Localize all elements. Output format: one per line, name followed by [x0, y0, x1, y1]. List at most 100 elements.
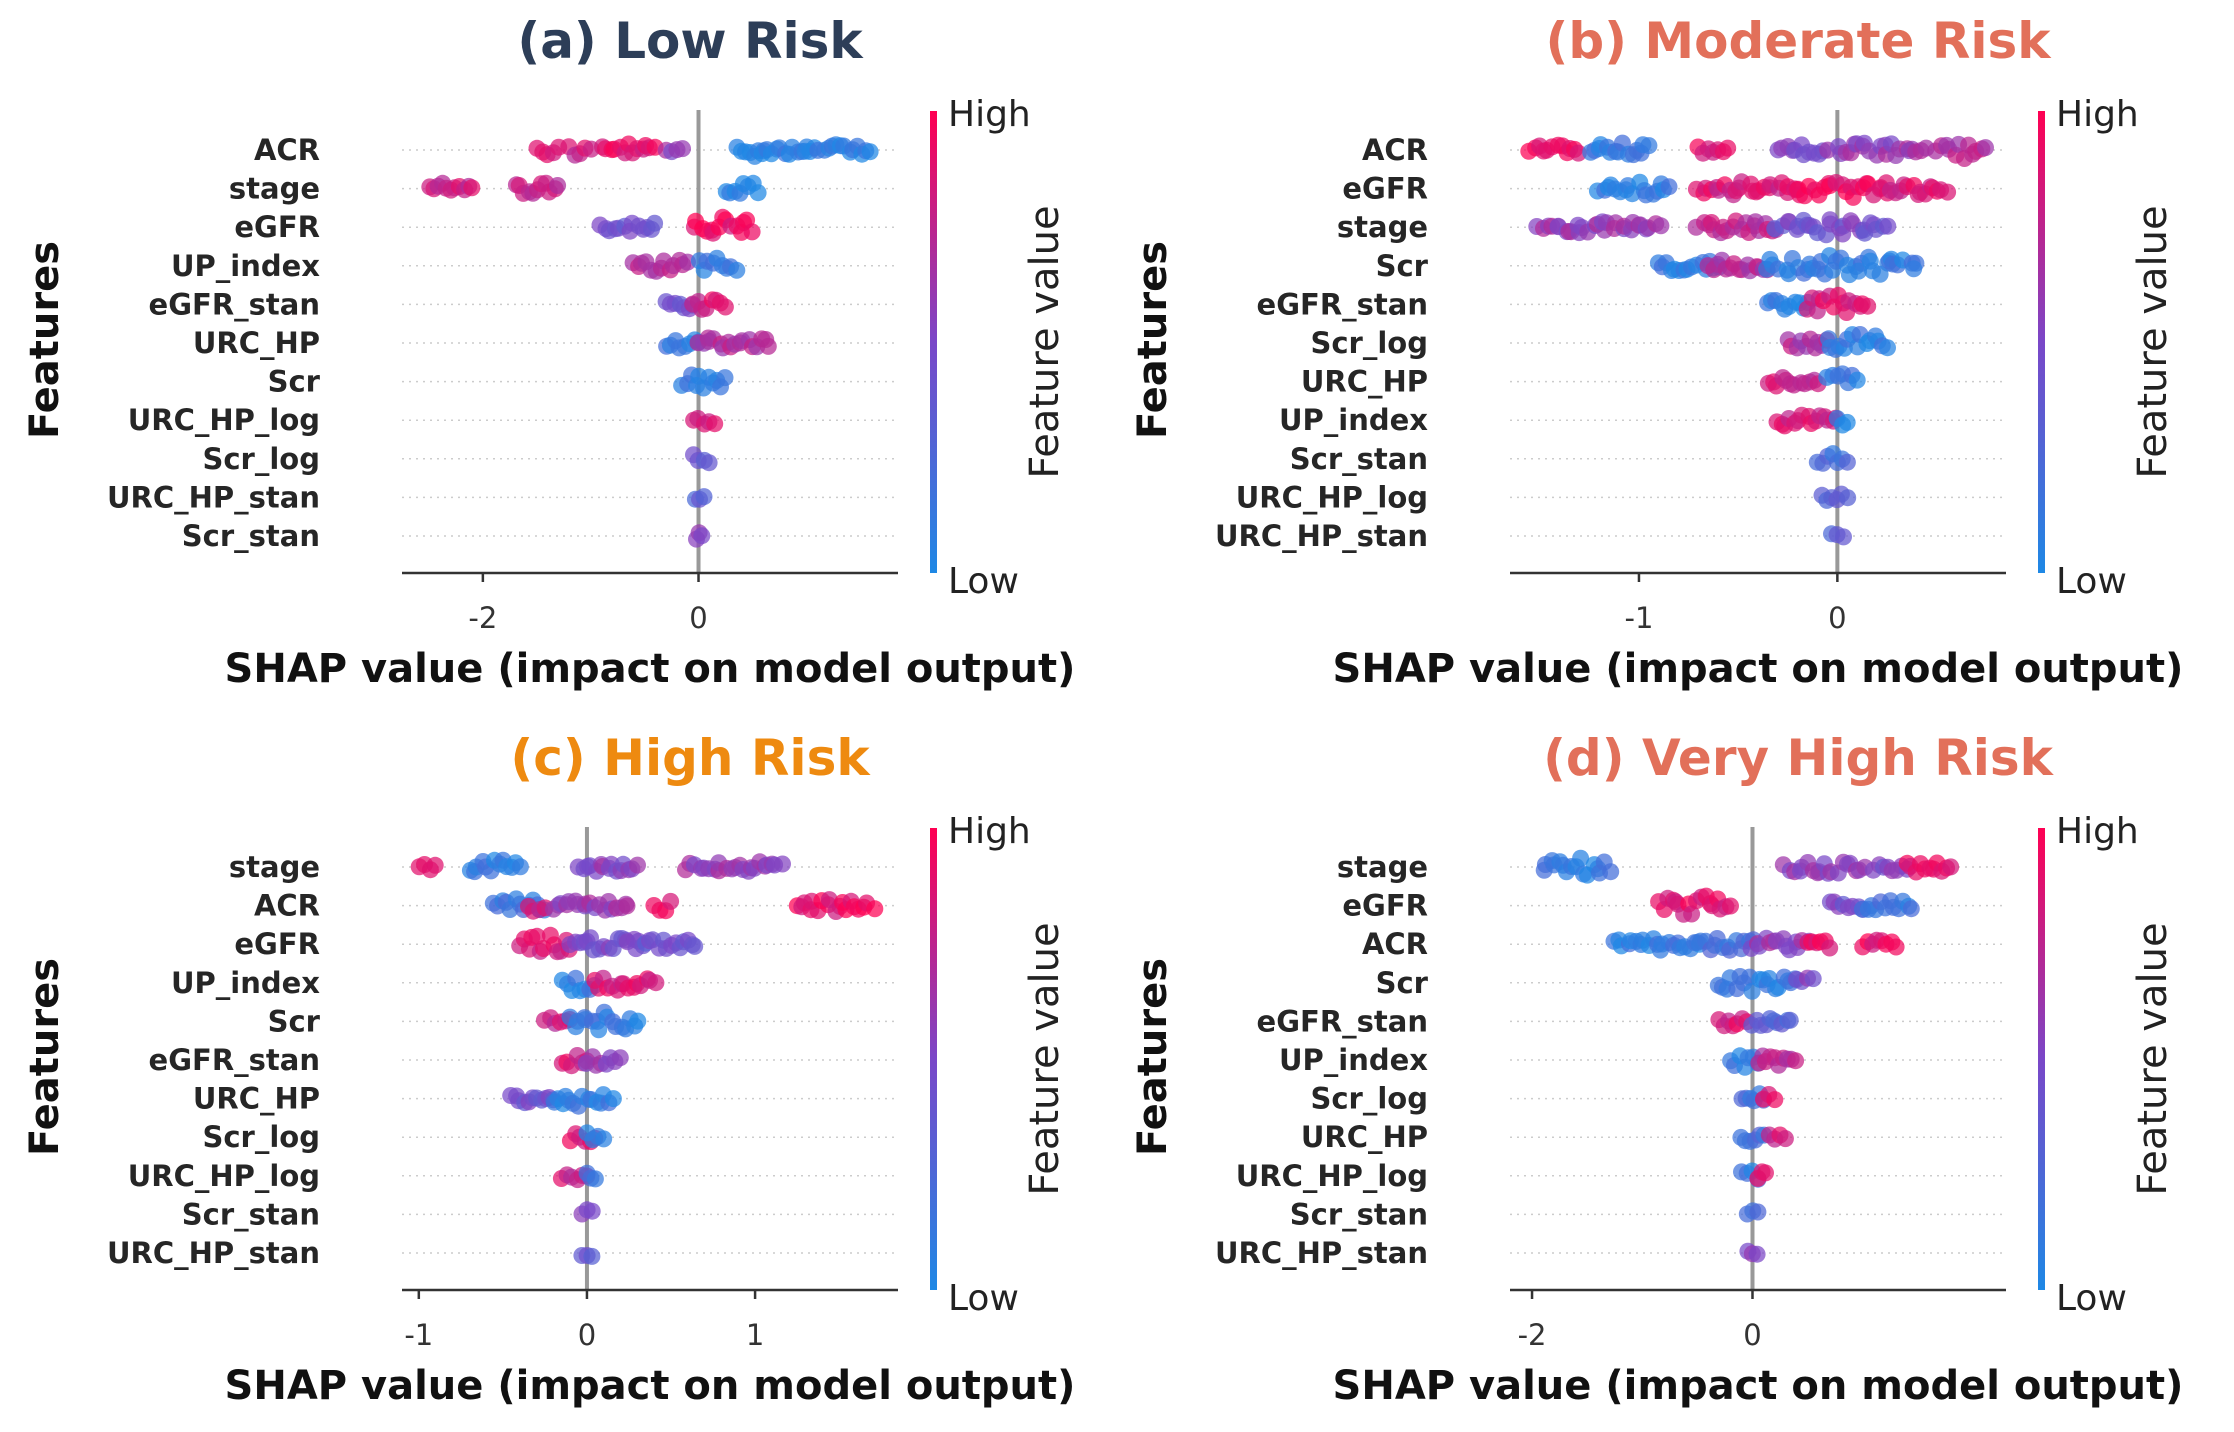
colorbar-high-label: High	[2056, 811, 2139, 852]
feature-label: URC_HP_log	[128, 1159, 320, 1193]
x-tick-label: 0	[578, 1318, 596, 1352]
colorbar-low-label: Low	[948, 561, 1019, 602]
feature-label: URC_HP	[1301, 365, 1428, 399]
shap-dot	[583, 1247, 601, 1265]
shap-dot	[1640, 137, 1658, 155]
shap-dot	[511, 858, 529, 876]
shap-dot	[1602, 863, 1620, 881]
shap-dot	[463, 179, 481, 197]
shap-dot	[586, 1170, 604, 1188]
y-axis-title: Features	[22, 241, 68, 439]
feature-label: URC_HP	[193, 1082, 320, 1116]
shap-dot	[1652, 217, 1670, 235]
shap-dot	[1757, 1164, 1774, 1182]
shap-dot	[1683, 905, 1701, 923]
shap-dot	[1977, 139, 1994, 157]
shap-dot	[1572, 849, 1590, 867]
shap-dot	[629, 856, 646, 874]
feature-label: eGFR	[1342, 172, 1428, 206]
shap-dot	[1942, 858, 1960, 876]
shap-dot	[1748, 1245, 1766, 1263]
colorbar-title: Feature value	[1022, 922, 1068, 1195]
x-tick-label: -1	[404, 1318, 433, 1352]
feature-label: Scr	[268, 365, 321, 399]
feature-label: eGFR	[234, 210, 320, 244]
colorbar-title: Feature value	[1022, 205, 1068, 478]
colorbar-high-label: High	[948, 811, 1031, 852]
colorbar-title: Feature value	[2130, 205, 2176, 478]
dots-layer	[410, 851, 884, 1265]
feature-label: Scr_log	[1310, 326, 1428, 360]
shap-dot	[629, 1012, 647, 1030]
x-axis-title: SHAP value (impact on model output)	[1333, 646, 2184, 692]
panel-title: (d) Very High Risk	[1543, 729, 2055, 787]
shap-dot	[774, 855, 791, 873]
shap-dot	[749, 184, 767, 202]
shap-dot	[1569, 144, 1587, 162]
feature-label: eGFR_stan	[149, 1043, 320, 1077]
panel-title: (b) Moderate Risk	[1546, 12, 2053, 70]
shap-dot	[695, 488, 713, 506]
shap-dot	[646, 214, 664, 232]
shap-dot	[1749, 1203, 1767, 1221]
feature-label: URC_HP	[193, 326, 320, 360]
shap-dot	[674, 140, 691, 158]
shap-dot	[1766, 1091, 1784, 1109]
x-tick-label: -2	[1518, 1318, 1547, 1352]
shap-dot	[861, 143, 879, 161]
shap-dot	[728, 261, 746, 279]
colorbar-high-label: High	[948, 94, 1031, 135]
feature-label: eGFR	[1342, 889, 1428, 923]
feature-label: URC_HP_stan	[1215, 1236, 1428, 1270]
shap-dot	[1839, 489, 1857, 507]
x-tick-label: 0	[1828, 601, 1846, 635]
shap-dot	[1719, 139, 1737, 157]
feature-label: eGFR_stan	[1257, 1004, 1428, 1038]
x-tick-label: -2	[468, 601, 497, 635]
panel-3: (c) High Risk Features stage ACR eGFR UP_inde…	[22, 729, 1075, 1409]
feature-label: UP_index	[171, 249, 320, 283]
dots-layer	[1520, 134, 1994, 546]
panel-4: (d) Very High Risk Features stage eGFR ACR Sc…	[1130, 729, 2183, 1409]
shap-dot	[647, 974, 665, 992]
shap-dot	[583, 1202, 601, 1220]
feature-label: Scr	[1376, 966, 1429, 1000]
feature-label: ACR	[1362, 133, 1428, 167]
dots-layer	[1535, 849, 1960, 1263]
colorbar	[2038, 111, 2045, 573]
shap-dot	[618, 897, 636, 915]
feature-label: Scr	[1376, 249, 1429, 283]
y-axis-title: Features	[1130, 958, 1176, 1156]
feature-label: UP_index	[171, 966, 320, 1000]
feature-label: URC_HP_log	[128, 403, 320, 437]
x-tick-label: 0	[1743, 1318, 1761, 1352]
shap-dot	[611, 1049, 629, 1067]
shap-dot	[1848, 371, 1866, 389]
x-axis-title: SHAP value (impact on model output)	[225, 1363, 1076, 1409]
shap-dot	[426, 856, 444, 874]
shap-dot	[1781, 1011, 1799, 1029]
feature-label: ACR	[1362, 927, 1428, 961]
shap-dot	[716, 298, 734, 316]
feature-label: URC_HP_log	[1236, 480, 1428, 514]
shap-dot	[1722, 897, 1739, 915]
colorbar-low-label: Low	[948, 1278, 1019, 1319]
shap-dot	[1838, 413, 1856, 431]
shap-dot	[1939, 183, 1957, 201]
feature-label: URC_HP_log	[1236, 1159, 1428, 1193]
shap-dot	[716, 369, 734, 387]
colorbar-low-label: Low	[2056, 1278, 2127, 1319]
shap-dot	[662, 892, 680, 910]
panel-title: (c) High Risk	[510, 729, 871, 787]
feature-label: Scr_stan	[1290, 1197, 1428, 1231]
shap-dot	[1879, 339, 1896, 357]
shap-dot	[743, 223, 761, 241]
shap-dot	[1902, 900, 1920, 918]
feature-label: URC_HP_stan	[107, 480, 320, 514]
shap-dot	[686, 937, 704, 955]
feature-label: eGFR	[234, 927, 320, 961]
shap-dot	[1838, 453, 1856, 471]
feature-label: Scr_stan	[1290, 442, 1428, 476]
shap-dot	[693, 527, 711, 545]
